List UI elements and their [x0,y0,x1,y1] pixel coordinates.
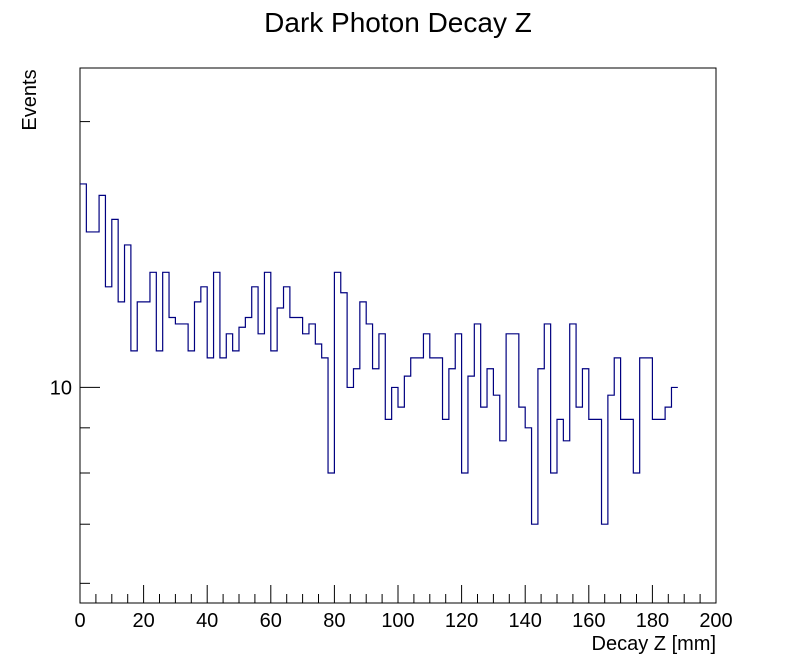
x-tick-label: 0 [74,610,85,632]
x-tick-label: 60 [260,610,282,632]
plot-area: 0 20 40 60 80 100 120 140 160 180 200 10 [50,67,733,632]
chart-title: Dark Photon Decay Z [264,7,532,38]
histogram-series-line [80,183,678,525]
x-axis-label: Decay Z [mm] [592,633,716,655]
y-axis-label: Events [19,69,41,130]
x-tick-label: 20 [132,610,154,632]
plot-frame [79,67,717,604]
x-tick-label: 180 [636,610,669,632]
x-tick-label: 140 [509,610,542,632]
x-tick-label: 120 [445,610,478,632]
x-tick-label: 200 [699,610,732,632]
x-tick-label: 100 [381,610,414,632]
x-tick-label: 160 [572,610,605,632]
y-tick-label: 10 [50,377,72,399]
x-tick-label: 40 [196,610,218,632]
x-tick-label: 80 [323,610,345,632]
